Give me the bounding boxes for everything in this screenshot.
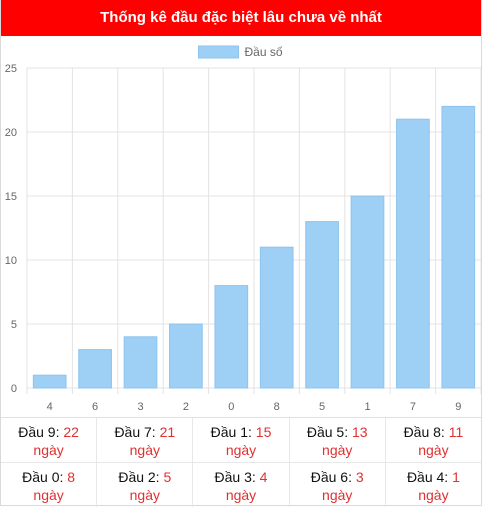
stat-label: Đầu 4: (406, 469, 449, 485)
stat-unit: ngày (33, 442, 64, 458)
stat-label: Đầu 6: (310, 469, 352, 485)
stat-value: 3 (355, 469, 364, 485)
stat-label: Đầu 3: (214, 469, 256, 485)
stat-unit: ngày (418, 442, 449, 458)
bar (441, 105, 476, 389)
stat-value: 15 (255, 424, 272, 440)
x-tick-label: 5 (319, 401, 325, 413)
y-tick-label: 25 (5, 63, 17, 75)
stat-cell: Đầu 7: 21 ngày (97, 418, 194, 462)
stat-unit: ngày (418, 487, 449, 503)
stat-value: 11 (448, 424, 464, 440)
legend-label: Đầu số (245, 45, 283, 59)
bar-chart: Đầu số 0 5 10 15 20 25 4 6 3 2 0 8 5 1 7 9 (1, 36, 482, 416)
x-tick-label: 7 (410, 401, 416, 413)
stat-value: 8 (67, 469, 76, 485)
stat-cell: Đầu 4: 1 ngày (386, 463, 481, 507)
bar (214, 285, 249, 389)
y-tick-label: 0 (11, 383, 17, 395)
stat-cell: Đầu 5: 13 ngày (290, 418, 386, 462)
stat-unit: ngày (225, 487, 257, 503)
bar (78, 349, 112, 389)
y-tick-label: 15 (5, 191, 17, 203)
widget-title: Thống kê đầu đặc biệt lâu chưa về nhất (1, 0, 481, 36)
stat-value: 13 (351, 424, 368, 440)
stats-row-1: Đầu 9: 22 ngày Đầu 7: 21 ngày Đầu 1: 15 ngà… (1, 418, 481, 462)
stat-label: Đầu 1: (210, 424, 252, 440)
bar (396, 118, 430, 389)
stat-unit: ngày (129, 442, 160, 458)
stat-label: Đầu 9: (18, 424, 60, 440)
x-tick-label: 1 (364, 401, 370, 413)
bar (350, 195, 385, 389)
stat-value: 5 (163, 469, 172, 485)
stat-cell: Đầu 9: 22 ngày (1, 418, 98, 462)
x-tick-label: 9 (455, 401, 461, 413)
y-tick-label: 20 (5, 127, 17, 139)
stat-label: Đầu 0: (22, 469, 64, 485)
legend-swatch (198, 45, 239, 59)
stats-row-2: Đầu 0: 8 ngày Đầu 2: 5 ngày Đầu 3: 4 ngày Đ… (1, 462, 481, 507)
x-tick-label: 2 (183, 401, 189, 413)
stat-value: 1 (452, 469, 460, 485)
stat-cell: Đầu 0: 8 ngày (1, 463, 98, 507)
stat-cell: Đầu 6: 3 ngày (290, 463, 386, 507)
stat-cell: Đầu 8: 11 ngày (386, 418, 481, 462)
stat-unit: ngày (322, 487, 353, 503)
stat-unit: ngày (225, 442, 257, 458)
x-tick-label: 0 (228, 401, 234, 413)
stat-cell: Đầu 2: 5 ngày (97, 463, 194, 507)
bar (32, 374, 67, 389)
bar (259, 246, 294, 389)
bar (169, 323, 203, 389)
x-tick-label: 4 (47, 401, 53, 413)
stat-cell: Đầu 3: 4 ngày (193, 463, 290, 507)
stat-label: Đầu 2: (118, 469, 160, 485)
stat-label: Đầu 7: (114, 424, 156, 440)
x-tick-label: 6 (92, 401, 98, 413)
stat-value: 22 (63, 424, 79, 440)
bar (123, 336, 158, 389)
stat-label: Đầu 8: (403, 424, 445, 440)
stat-unit: ngày (129, 487, 160, 503)
stat-label: Đầu 5: (306, 424, 349, 440)
x-tick-label: 8 (274, 401, 280, 413)
y-tick-label: 10 (5, 255, 17, 267)
stat-cell: Đầu 1: 15 ngày (193, 418, 290, 462)
stat-unit: ngày (322, 442, 353, 458)
bar (305, 221, 339, 389)
stat-value: 4 (259, 469, 268, 485)
y-tick-label: 5 (11, 319, 17, 331)
stat-value: 21 (159, 424, 176, 440)
stats-table: Đầu 9: 22 ngày Đầu 7: 21 ngày Đầu 1: 15 ngà… (1, 417, 481, 507)
x-tick-label: 3 (137, 401, 143, 413)
stat-unit: ngày (33, 487, 64, 503)
